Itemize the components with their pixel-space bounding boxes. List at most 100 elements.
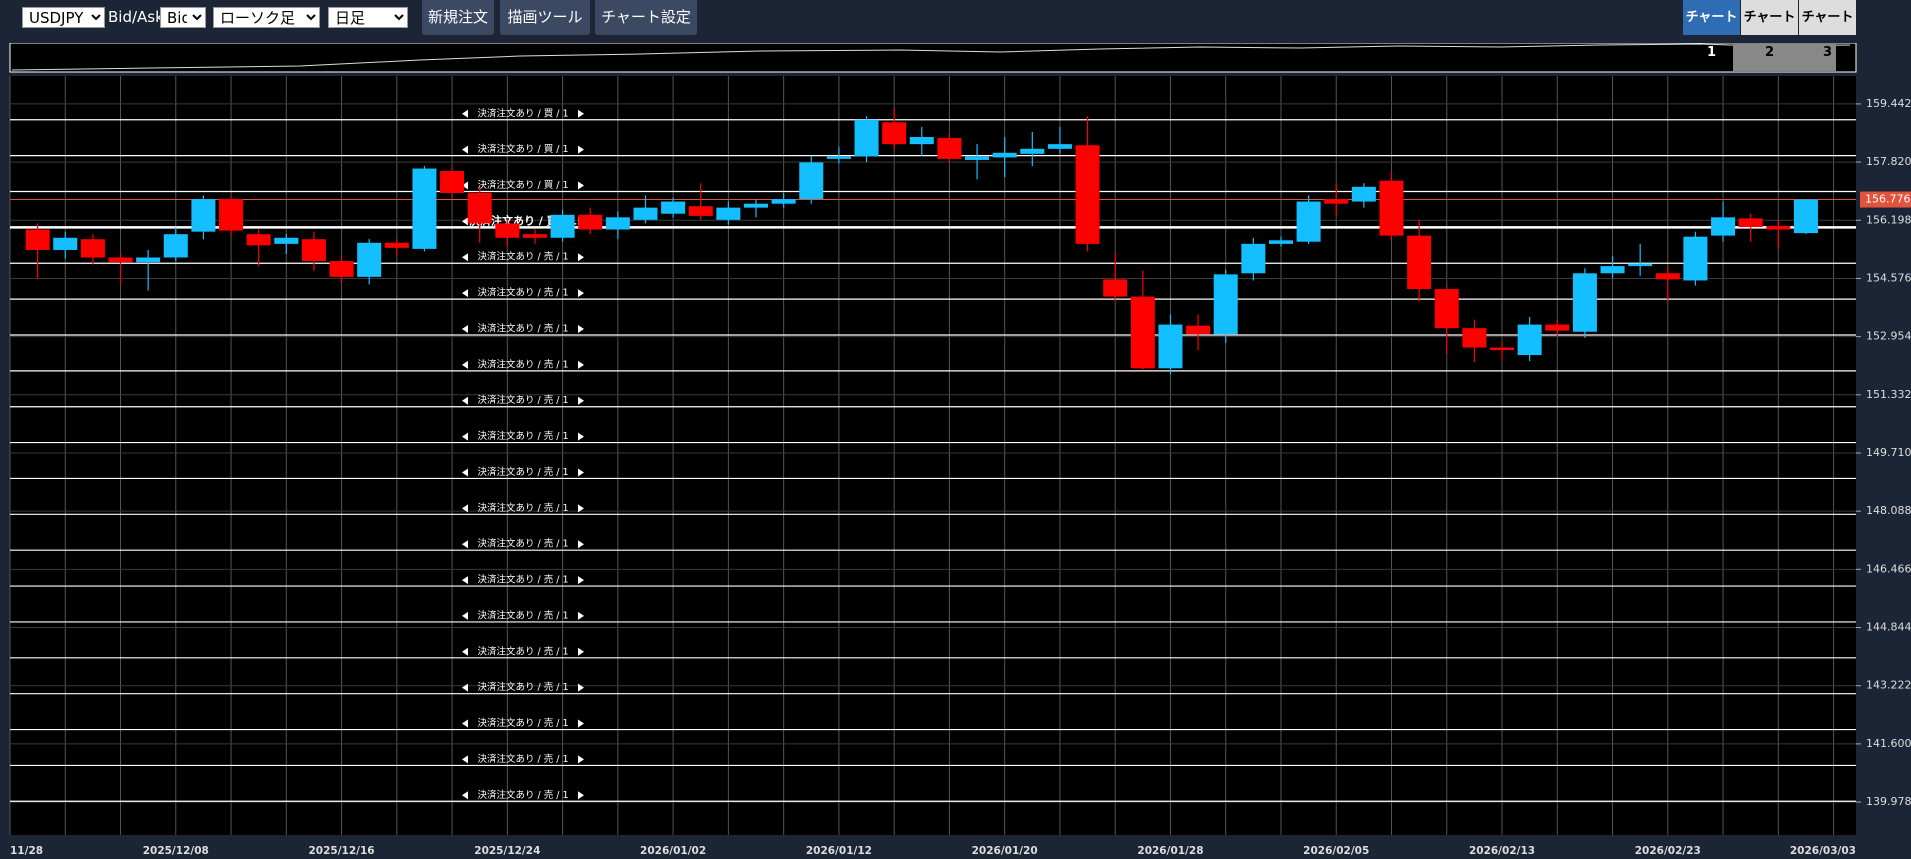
order-arrow-left: [462, 540, 468, 549]
order-label: 決済注文あり / 売 / 1: [477, 789, 568, 801]
order-arrow-right: [578, 540, 584, 549]
candle-body: [301, 239, 326, 262]
order-arrow-left: [462, 289, 468, 298]
candle-body: [1600, 266, 1625, 274]
order-label: 決済注文あり / 売 / 1: [477, 287, 568, 299]
price-type-select[interactable]: Bid: [160, 7, 206, 28]
order-arrow-left: [462, 181, 468, 190]
order-label: 決済注文あり / 売 / 1: [477, 681, 568, 693]
chart-tab[interactable]: チャート1: [1683, 0, 1740, 60]
period-select[interactable]: 日足: [328, 7, 408, 28]
order-label: 決済注文あり / 買 / 1: [477, 107, 568, 119]
candle-body: [661, 201, 686, 214]
order-label: 決済注文あり / 売 / 1: [477, 358, 568, 370]
candle-body: [136, 257, 161, 263]
chart-tab[interactable]: チャート2: [1741, 0, 1798, 60]
order-arrow-left: [462, 611, 468, 620]
y-tick-label: 157.820: [1866, 155, 1911, 168]
order-label: 決済注文あり / 売 / 1: [477, 645, 568, 657]
overview-scroll-thumb[interactable]: [1733, 44, 1836, 71]
order-arrow-right: [578, 432, 584, 441]
order-label: 決済注文あり / 売 / 1: [477, 717, 568, 729]
order-label: 決済注文あり / 売 / 1: [477, 753, 568, 765]
y-tick-label: 146.466: [1866, 562, 1911, 575]
candle-body: [357, 242, 382, 277]
y-tick-label: 159.442: [1866, 97, 1911, 110]
candle-body: [1407, 235, 1432, 290]
drawing-tool-button[interactable]: 描画ツール: [500, 0, 590, 35]
x-tick-label: 2025/12/16: [308, 845, 374, 857]
order-arrow-right: [578, 791, 584, 800]
order-arrow-right: [578, 181, 584, 190]
chart-tab[interactable]: チャート3: [1799, 0, 1856, 60]
candle-body: [909, 136, 934, 145]
new-order-button[interactable]: 新規注文: [422, 0, 494, 35]
candle-body: [1462, 328, 1487, 348]
order-arrow-right: [578, 396, 584, 405]
order-arrow-right: [578, 145, 584, 154]
candle-body: [605, 217, 630, 230]
candle-body: [1434, 289, 1459, 329]
candle-body: [384, 242, 409, 248]
candle-body: [1545, 324, 1570, 331]
candle-body: [1268, 240, 1293, 244]
x-tick-label: 2026/02/13: [1469, 845, 1535, 857]
x-tick-label: 2026/03/03: [1790, 845, 1856, 857]
symbol-select[interactable]: USDJPY: [22, 7, 105, 28]
candle-body: [522, 234, 547, 238]
candle-body: [191, 199, 216, 232]
candle-body: [274, 237, 299, 244]
candle-body: [1572, 273, 1597, 332]
candle-body: [1517, 324, 1542, 356]
order-arrow-right: [578, 755, 584, 764]
candle-body: [1683, 236, 1708, 281]
order-arrow-right: [578, 324, 584, 333]
order-arrow-right: [578, 504, 584, 513]
candle-body: [163, 234, 188, 258]
order-arrow-right: [578, 468, 584, 477]
candle-body: [53, 237, 78, 250]
order-arrow-left: [462, 324, 468, 333]
current-price-label: 156.776: [1865, 193, 1911, 206]
order-arrow-left: [462, 647, 468, 656]
candle-body: [716, 207, 741, 220]
x-tick-label: 2026/01/02: [640, 845, 706, 857]
candle-body: [1324, 199, 1349, 204]
toolbar: USDJPY Bid/Ask Bid ローソク足 日足 新規注文 描画ツール チ…: [0, 0, 1911, 60]
x-tick-label: 2026/01/12: [806, 845, 872, 857]
candle-body: [412, 168, 437, 249]
candle-body: [854, 119, 879, 157]
candle-body: [1711, 217, 1736, 236]
chart-type-select[interactable]: ローソク足: [213, 7, 320, 28]
candle-body: [826, 156, 851, 159]
candle-body: [1379, 180, 1404, 236]
candle-body: [1047, 144, 1072, 149]
y-tick-label: 149.710: [1866, 446, 1911, 459]
order-arrow-left: [462, 253, 468, 262]
order-label: 決済注文あり / 売 / 1: [477, 609, 568, 621]
candle-body: [1738, 218, 1763, 228]
order-arrow-right: [578, 576, 584, 585]
candle-body: [1628, 263, 1653, 267]
order-arrow-right: [578, 683, 584, 692]
candle-body: [495, 223, 520, 238]
order-label: 決済注文あり / 買 / 1: [477, 143, 568, 155]
plot-area: [10, 76, 1856, 835]
candle-body: [744, 203, 769, 208]
order-label: 決済注文あり / 売 / 1: [477, 574, 568, 586]
order-arrow-left: [462, 432, 468, 441]
candle-body: [440, 171, 465, 193]
candle-body: [578, 214, 603, 230]
overview-line: [11, 43, 1851, 71]
order-arrow-left: [462, 576, 468, 585]
candle-body: [219, 199, 244, 231]
candle-body: [1075, 145, 1100, 244]
order-arrow-right: [578, 611, 584, 620]
order-label: 決済注文あり / 売 / 1: [477, 538, 568, 550]
x-tick-label: 2026/01/20: [972, 845, 1038, 857]
chart-settings-button[interactable]: チャート設定: [595, 0, 697, 35]
order-label: 決済注文あり / 売 / 1: [477, 466, 568, 478]
candle-body: [799, 162, 824, 200]
